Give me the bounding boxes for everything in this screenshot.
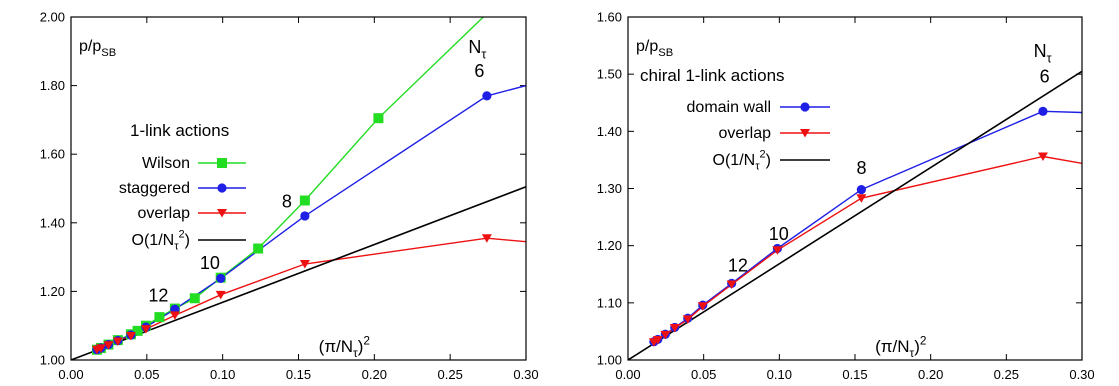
annotation-label: 6: [1040, 67, 1050, 87]
legend-title: chiral 1-link actions: [640, 66, 785, 85]
x-axis-label: (π/Nτ)2: [875, 333, 927, 360]
x-tick-label: 0.10: [210, 367, 235, 382]
y-tick-label: 1.20: [597, 238, 622, 253]
x-axis-label: (π/Nτ)2: [319, 333, 371, 360]
data-point-s1: [216, 273, 226, 283]
data-point-s1: [652, 335, 663, 345]
x-tick-label: 0.30: [1069, 367, 1094, 382]
legend-label: domain wall: [687, 99, 771, 116]
data-point-s1: [669, 323, 680, 333]
plot-frame: [70, 16, 527, 361]
chart-2: 0.00 0.05 0.10 0.15 0.20 0.25 0.30 1.00 1.10 1.20…: [597, 10, 1095, 383]
data-point-s0: [132, 325, 143, 336]
legend-swatch-marker: [217, 183, 227, 193]
data-point-s2: [95, 344, 106, 353]
data-point-s1: [660, 330, 671, 340]
x-tick-label: 0.25: [438, 367, 463, 382]
data-point-s2: [125, 331, 136, 341]
legend-swatch-marker: [217, 209, 227, 218]
data-point-s1: [1037, 152, 1048, 161]
x-tick-label: 0.20: [918, 367, 943, 382]
y-tick-label: 1.60: [40, 147, 65, 162]
x-tick-label: 0.00: [615, 367, 640, 382]
data-point-s1: [772, 246, 783, 255]
x-tick-label: 0.25: [994, 367, 1019, 382]
data-point-s1: [856, 194, 867, 203]
data-point-s2: [169, 311, 180, 320]
y-tick-label: 1.40: [40, 215, 65, 230]
y-tick-label: 1.00: [40, 353, 65, 368]
legend-title: 1-link actions: [130, 121, 229, 140]
legend-label: staggered: [119, 180, 190, 197]
y-tick-label: 1.00: [597, 353, 622, 368]
x-tick-label: 0.05: [691, 367, 716, 382]
legend-label: O(1/Nτ2): [713, 149, 771, 173]
annotation-n-tau: Nτ: [1034, 41, 1052, 65]
data-point-s0: [299, 195, 310, 206]
y-tick-label: 1.20: [40, 284, 65, 299]
series-line-1: [653, 155, 1082, 343]
y-tick-label: 1.40: [597, 124, 622, 139]
y-tick-label: 1.10: [597, 295, 622, 310]
data-point-s2: [481, 234, 492, 243]
series-line-0: [653, 110, 1082, 343]
data-point-s0: [856, 185, 866, 195]
legend-label: O(1/Nτ2): [132, 229, 190, 253]
x-tick-label: 0.15: [842, 367, 867, 382]
annotation-label: 8: [857, 158, 867, 178]
data-point-s2: [140, 325, 151, 334]
data-point-s1: [682, 315, 693, 324]
data-point-s2: [299, 259, 310, 269]
data-point-s0: [154, 312, 165, 323]
chart-1: 0.00 0.05 0.10 0.15 0.20 0.25 0.30 1.00 1.20 1.40…: [40, 10, 539, 383]
data-point-s1: [300, 211, 310, 221]
legend: 1-link actions Wilson staggered overlap O(1/…: [119, 121, 246, 253]
data-point-s0: [373, 113, 384, 124]
y-tick-label: 1.30: [597, 181, 622, 196]
data-point-s0: [189, 293, 200, 304]
y-tick-label: 1.50: [597, 67, 622, 82]
legend-swatch-marker: [800, 129, 810, 138]
x-tick-label: 0.10: [767, 367, 792, 382]
legend-label: overlap: [719, 125, 772, 142]
data-point-s1: [726, 280, 737, 290]
annotation-label: 10: [200, 253, 220, 273]
data-point-s1: [482, 91, 492, 101]
legend-label: Wilson: [142, 155, 190, 172]
y-tick-label: 1.60: [597, 10, 622, 25]
legend-label: overlap: [138, 205, 191, 222]
x-tick-label: 0.15: [286, 367, 311, 382]
data-point-s2: [103, 341, 114, 350]
data-point-s0: [253, 243, 264, 254]
x-tick-label: 0.30: [513, 367, 538, 382]
y-axis-label: p/pSB: [636, 38, 673, 59]
annotation-label: 12: [148, 286, 168, 306]
x-tick-label: 0.20: [362, 367, 387, 382]
annotation-label: 6: [474, 61, 484, 81]
annotation-label: 10: [769, 224, 789, 244]
series-line-2: [628, 70, 1082, 360]
y-tick-label: 2.00: [40, 10, 65, 25]
annotation-n-tau: Nτ: [468, 37, 486, 61]
data-point-s1: [697, 302, 708, 311]
x-tick-label: 0.00: [58, 367, 83, 382]
y-axis-label: p/pSB: [79, 38, 116, 59]
annotation-label: 8: [282, 191, 292, 211]
y-tick-label: 1.80: [40, 78, 65, 93]
x-tick-label: 0.05: [134, 367, 159, 382]
data-point-s2: [215, 290, 226, 300]
data-point-s2: [112, 337, 123, 346]
legend-swatch-marker: [217, 158, 227, 168]
annotation-label: 12: [728, 255, 748, 275]
legend: chiral 1-link actions domain wall overlap O…: [640, 66, 830, 173]
plot-frame: [627, 16, 1083, 361]
data-point-s0: [1038, 106, 1048, 116]
legend-swatch-marker: [800, 102, 810, 112]
